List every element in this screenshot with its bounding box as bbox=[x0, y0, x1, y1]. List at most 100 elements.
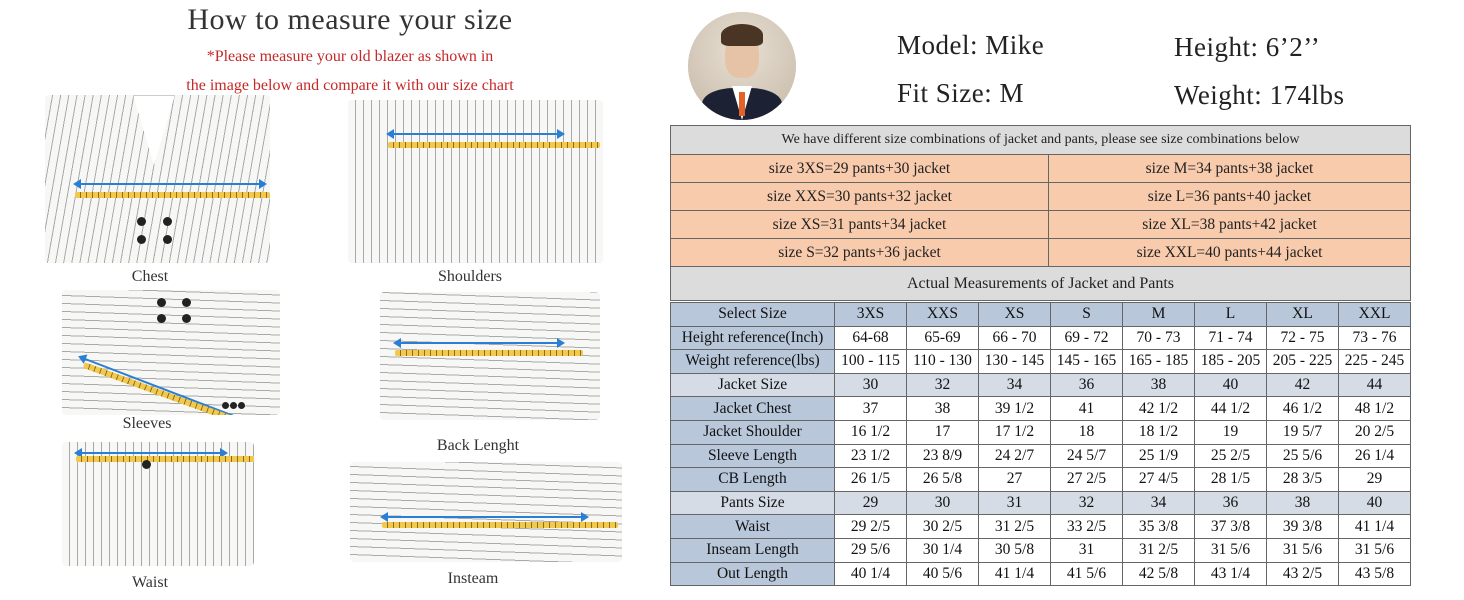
table-cell: 19 5/7 bbox=[1266, 419, 1339, 445]
table-cell: 71 - 74 bbox=[1194, 325, 1267, 351]
waist-photo bbox=[62, 442, 254, 566]
table-cell: 46 1/2 bbox=[1266, 396, 1339, 421]
column-header-size: XXL bbox=[1338, 302, 1411, 327]
shoulders-arrow bbox=[386, 129, 565, 139]
combination-cell: size XXL=40 pants+44 jacket bbox=[1048, 238, 1411, 267]
chest-photo bbox=[45, 95, 270, 263]
table-cell: 37 bbox=[834, 396, 907, 421]
table-cell: 30 2/5 bbox=[906, 514, 979, 539]
table-cell: 205 - 225 bbox=[1266, 349, 1339, 374]
table-cell: 42 bbox=[1266, 372, 1339, 398]
table-cell: 41 5/6 bbox=[1050, 561, 1123, 587]
table-cell: 40 bbox=[1338, 490, 1411, 516]
table-cell: 30 1/4 bbox=[906, 537, 979, 563]
combination-cell: size XXS=30 pants+32 jacket bbox=[670, 182, 1049, 211]
table-cell: 31 bbox=[978, 490, 1051, 516]
table-cell: 130 - 145 bbox=[978, 349, 1051, 374]
table-cell: 27 2/5 bbox=[1050, 467, 1123, 492]
table-cell: 35 3/8 bbox=[1122, 514, 1195, 539]
waist-caption: Waist bbox=[131, 574, 169, 591]
table-cell: 145 - 165 bbox=[1050, 349, 1123, 374]
waist-tape bbox=[76, 456, 254, 462]
table-cell: 225 - 245 bbox=[1338, 349, 1411, 374]
combination-cell: size M=34 pants+38 jacket bbox=[1048, 154, 1411, 183]
table-cell: 23 8/9 bbox=[906, 443, 979, 469]
chest-caption: Chest bbox=[131, 268, 169, 285]
table-cell: 39 1/2 bbox=[978, 396, 1051, 421]
table-cell: 64-68 bbox=[834, 325, 907, 351]
table-cell: 26 5/8 bbox=[906, 467, 979, 492]
row-label: Waist bbox=[670, 514, 835, 539]
table-cell: 31 bbox=[1050, 537, 1123, 563]
column-header-size: XS bbox=[978, 302, 1051, 327]
table-cell: 26 1/4 bbox=[1338, 443, 1411, 469]
chest-arrow bbox=[73, 179, 267, 189]
table-cell: 100 - 115 bbox=[834, 349, 907, 374]
insteam-photo bbox=[350, 462, 622, 562]
waist-arrow bbox=[74, 448, 228, 458]
table-cell: 25 1/9 bbox=[1122, 443, 1195, 469]
table-cell: 43 2/5 bbox=[1266, 561, 1339, 587]
combination-cell: size XS=31 pants+34 jacket bbox=[670, 210, 1049, 239]
table-cell: 32 bbox=[1050, 490, 1123, 516]
table-cell: 43 1/4 bbox=[1194, 561, 1267, 587]
table-cell: 19 bbox=[1194, 419, 1267, 445]
table-cell: 38 bbox=[1266, 490, 1339, 516]
table-cell: 31 2/5 bbox=[978, 514, 1051, 539]
table-cell: 29 bbox=[834, 490, 907, 516]
table-row: Waist 29 2/5 30 2/5 31 2/5 33 2/5 35 3/8 37 3/… bbox=[670, 514, 1411, 539]
row-label: CB Length bbox=[670, 467, 835, 492]
table-cell: 18 1/2 bbox=[1122, 419, 1195, 445]
table-cell: 40 1/4 bbox=[834, 561, 907, 587]
shoulders-caption: Shoulders bbox=[438, 268, 502, 285]
table-cell: 44 1/2 bbox=[1194, 396, 1267, 421]
table-cell: 48 1/2 bbox=[1338, 396, 1411, 421]
table-cell: 30 5/8 bbox=[978, 537, 1051, 563]
insteam-caption: Insteam bbox=[447, 570, 499, 587]
table-cell: 32 bbox=[906, 372, 979, 398]
column-header-select-size: Select Size bbox=[670, 302, 835, 327]
table-cell: 23 1/2 bbox=[834, 443, 907, 469]
table-cell: 38 bbox=[1122, 372, 1195, 398]
table-cell: 73 - 76 bbox=[1338, 325, 1411, 351]
row-label: Out Length bbox=[670, 561, 835, 587]
table-cell: 36 bbox=[1194, 490, 1267, 516]
table-cell: 29 5/6 bbox=[834, 537, 907, 563]
column-header-size: L bbox=[1194, 302, 1267, 327]
column-header-size: XL bbox=[1266, 302, 1339, 327]
back-length-photo bbox=[380, 292, 600, 420]
row-label: Height reference(Inch) bbox=[670, 325, 835, 351]
table-row: Inseam Length 29 5/6 30 1/4 30 5/8 31 31 2/5 3… bbox=[670, 537, 1411, 563]
table-cell: 41 bbox=[1050, 396, 1123, 421]
table-cell: 34 bbox=[978, 372, 1051, 398]
table-row: Weight reference(lbs) 100 - 115 110 - 130 1… bbox=[670, 349, 1411, 374]
table-cell: 110 - 130 bbox=[906, 349, 979, 374]
measurements-header-row: Select Size 3XS XXS XS S M L XL XXL bbox=[670, 302, 1411, 327]
table-cell: 20 2/5 bbox=[1338, 419, 1411, 445]
table-cell: 31 2/5 bbox=[1122, 537, 1195, 563]
row-label: Sleeve Length bbox=[670, 443, 835, 469]
table-cell: 27 4/5 bbox=[1122, 467, 1195, 492]
combination-cell: size XL=38 pants+42 jacket bbox=[1048, 210, 1411, 239]
table-cell: 25 2/5 bbox=[1194, 443, 1267, 469]
table-cell: 42 5/8 bbox=[1122, 561, 1195, 587]
model-fit-size: Fit Size: M bbox=[897, 78, 1025, 108]
table-cell: 40 5/6 bbox=[906, 561, 979, 587]
table-cell: 33 2/5 bbox=[1050, 514, 1123, 539]
table-cell: 24 5/7 bbox=[1050, 443, 1123, 469]
row-label: Jacket Size bbox=[670, 372, 835, 398]
table-cell: 18 bbox=[1050, 419, 1123, 445]
table-row: Height reference(Inch) 64-68 65-69 66 - 70 6… bbox=[670, 325, 1411, 351]
table-cell: 72 - 75 bbox=[1266, 325, 1339, 351]
table-cell: 29 2/5 bbox=[834, 514, 907, 539]
guide-subtitle-line2: the image below and compare it with our … bbox=[186, 77, 514, 94]
row-label: Jacket Shoulder bbox=[670, 419, 835, 445]
table-cell: 37 3/8 bbox=[1194, 514, 1267, 539]
model-weight: Weight: 174lbs bbox=[1174, 80, 1345, 110]
table-cell: 25 5/6 bbox=[1266, 443, 1339, 469]
column-header-size: S bbox=[1050, 302, 1123, 327]
table-cell: 36 bbox=[1050, 372, 1123, 398]
combination-cell: size L=36 pants+40 jacket bbox=[1048, 182, 1411, 211]
shoulders-tape bbox=[388, 142, 600, 148]
table-cell: 65-69 bbox=[906, 325, 979, 351]
